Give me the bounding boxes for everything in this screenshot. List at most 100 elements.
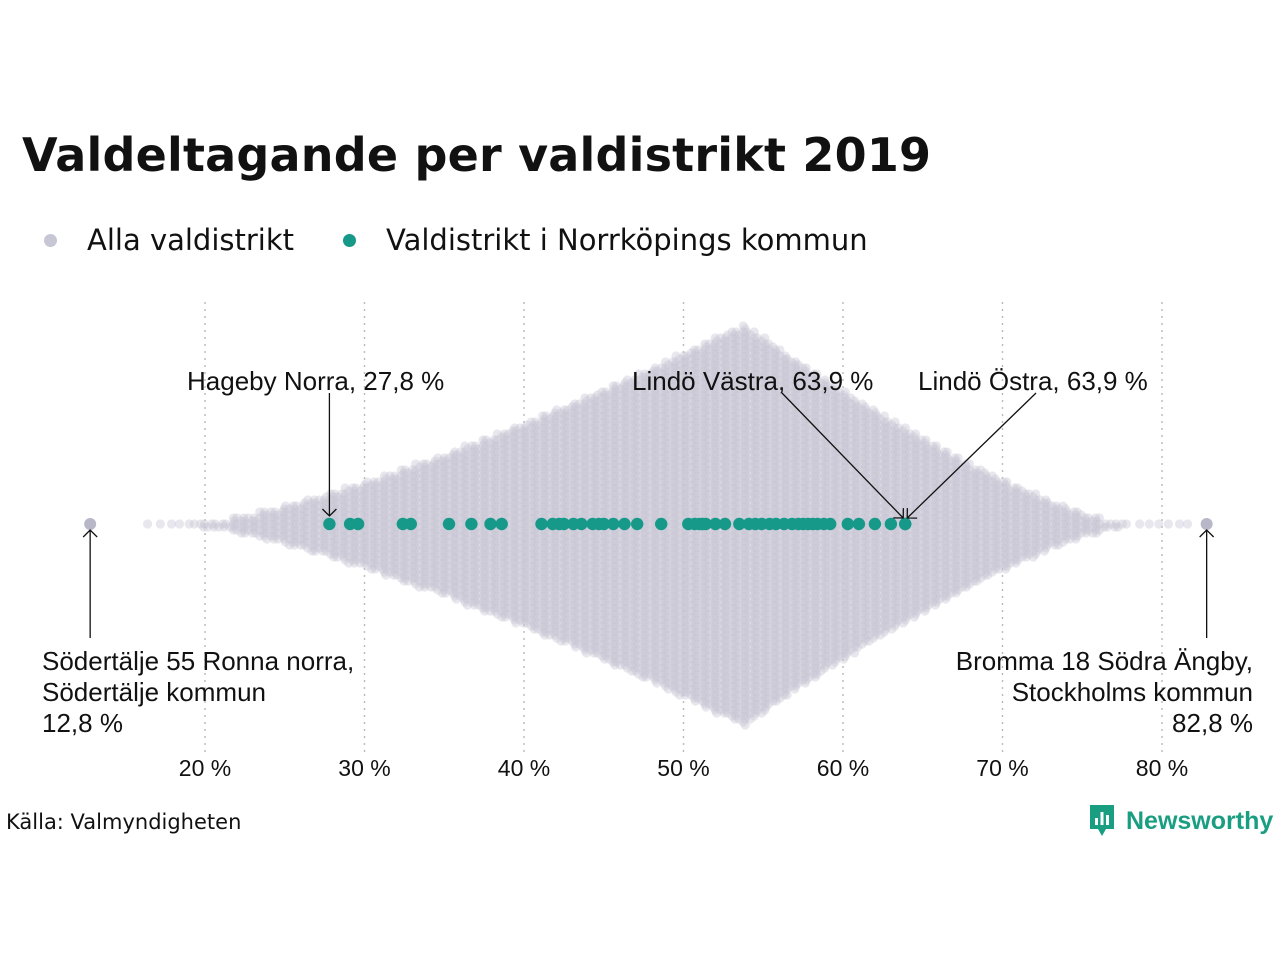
district-point	[360, 546, 370, 556]
district-point	[255, 519, 265, 529]
district-point	[314, 495, 324, 505]
district-point	[349, 492, 359, 502]
legend-marker-norrkoping	[343, 233, 356, 247]
district-point	[184, 519, 194, 529]
district-point	[321, 492, 331, 502]
district-point	[309, 543, 319, 553]
district-point	[369, 507, 379, 517]
district-point	[291, 513, 301, 523]
district-point	[269, 528, 279, 538]
district-point	[340, 555, 350, 565]
district-point	[344, 552, 354, 562]
district-point	[330, 501, 340, 511]
district-point	[321, 540, 331, 550]
district-point	[378, 492, 388, 502]
district-point	[266, 531, 276, 541]
district-point	[373, 513, 383, 523]
district-point	[355, 510, 365, 520]
district-point	[370, 486, 380, 496]
district-point	[344, 546, 354, 556]
district-point	[262, 510, 272, 520]
district-point	[378, 480, 388, 490]
district-point	[219, 522, 229, 532]
district-point	[349, 540, 359, 550]
district-point	[330, 489, 340, 499]
district-point	[340, 537, 350, 547]
all-districts-swarm	[84, 321, 1213, 730]
district-point	[362, 519, 372, 529]
legend-label-all: Alla valdistrikt	[87, 223, 295, 257]
district-point	[296, 504, 306, 514]
district-point	[370, 504, 380, 514]
district-point	[209, 522, 219, 532]
district-point	[340, 495, 350, 505]
district-point	[378, 504, 388, 514]
district-point	[378, 564, 388, 574]
district-point	[266, 507, 276, 517]
district-point	[370, 498, 380, 508]
district-point	[291, 501, 301, 511]
district-point	[351, 483, 361, 493]
district-point	[309, 537, 319, 547]
district-point	[307, 546, 317, 556]
district-point	[379, 501, 389, 511]
district-point	[307, 510, 317, 520]
district-point	[307, 522, 317, 532]
district-point	[303, 519, 313, 529]
district-point	[300, 504, 310, 514]
district-point	[240, 528, 250, 538]
district-point	[310, 540, 320, 550]
district-point	[369, 483, 379, 493]
district-point	[348, 555, 358, 565]
district-point	[351, 531, 361, 541]
district-point	[309, 501, 319, 511]
district-point	[367, 534, 377, 544]
district-point	[340, 549, 350, 559]
district-point	[340, 489, 350, 499]
district-point	[318, 540, 328, 550]
district-point	[367, 552, 377, 562]
district-point	[270, 519, 280, 529]
district-point	[266, 513, 276, 523]
district-point	[258, 522, 268, 532]
district-point	[329, 492, 339, 502]
district-point	[373, 537, 383, 547]
district-point	[279, 528, 289, 538]
district-point	[303, 543, 313, 553]
district-point	[236, 522, 247, 532]
district-point	[337, 507, 347, 517]
district-point	[370, 558, 380, 568]
district-point	[344, 558, 354, 568]
district-point	[359, 489, 369, 499]
district-point	[303, 531, 313, 541]
district-point	[309, 507, 319, 517]
district-point	[309, 513, 319, 523]
district-point	[310, 510, 320, 520]
district-point	[202, 522, 212, 532]
district-point	[355, 504, 365, 514]
district-point	[369, 495, 379, 505]
district-point	[348, 507, 358, 517]
district-point	[321, 498, 331, 508]
district-point	[277, 507, 287, 517]
district-point	[318, 528, 328, 538]
district-point	[379, 561, 389, 571]
district-point	[289, 540, 299, 550]
district-point	[300, 510, 310, 520]
district-point	[339, 540, 349, 550]
district-point	[370, 492, 380, 502]
district-point	[310, 504, 320, 514]
district-point	[309, 525, 319, 535]
district-point	[251, 528, 261, 538]
district-point	[344, 498, 354, 508]
district-point	[319, 537, 329, 547]
district-point	[279, 522, 289, 532]
district-point	[379, 495, 389, 505]
district-point	[362, 507, 372, 517]
district-point	[348, 489, 358, 499]
district-point	[329, 546, 339, 556]
district-point	[360, 486, 370, 496]
district-point	[270, 531, 280, 541]
district-point	[379, 549, 389, 559]
